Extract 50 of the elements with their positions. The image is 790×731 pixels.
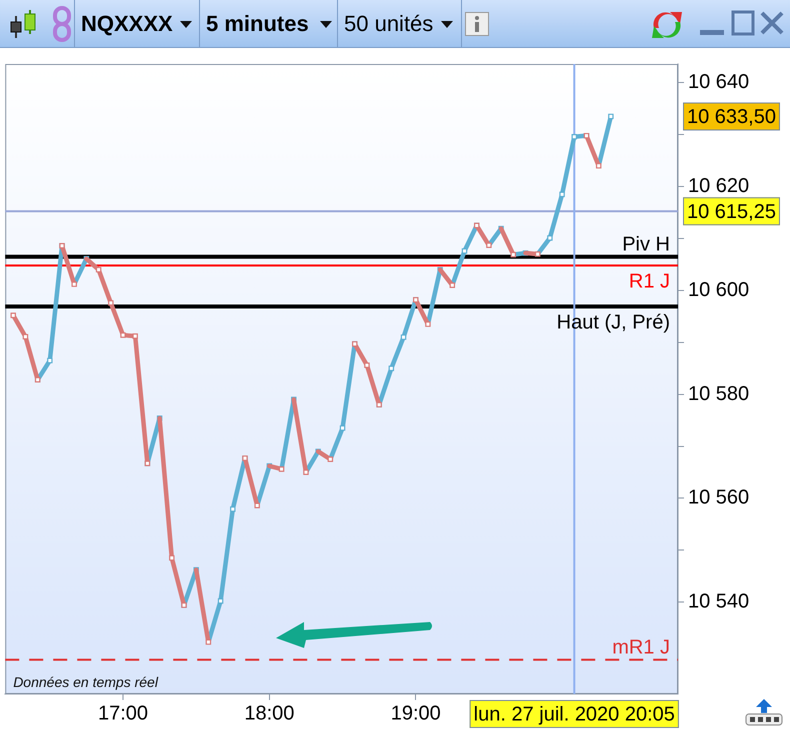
point xyxy=(572,134,577,140)
point xyxy=(450,282,456,288)
ref-line-label: R1 J xyxy=(628,270,670,293)
point xyxy=(486,242,492,248)
point xyxy=(230,506,236,512)
point xyxy=(72,281,77,287)
ref-line-label: Piv H xyxy=(622,234,670,256)
y-tick-label: 10 560 xyxy=(688,486,750,509)
point xyxy=(278,466,284,472)
y-tick-label: 10 540 xyxy=(688,590,750,613)
text: NQXXXX xyxy=(74,0,200,47)
ref-line-label: Haut (J, Pré) xyxy=(556,312,670,334)
point xyxy=(108,300,114,306)
text: 5 minutes xyxy=(200,0,338,47)
y-tick-label: 10 580 xyxy=(688,382,750,405)
x-tick-label: 18:00 xyxy=(244,702,294,725)
point xyxy=(10,312,16,318)
point xyxy=(254,502,260,508)
point xyxy=(22,334,28,340)
point xyxy=(340,425,346,431)
y-tick-label: 10 600 xyxy=(688,278,750,301)
y-tick-label: 10 640 xyxy=(688,71,750,94)
point xyxy=(169,555,175,561)
point xyxy=(328,456,334,462)
point xyxy=(510,252,516,258)
point xyxy=(425,321,431,327)
x-tick-label: 17:00 xyxy=(98,702,148,725)
point xyxy=(400,334,406,340)
annotation: Données en temps réel xyxy=(13,674,159,690)
y-tick-label: 10 620 xyxy=(688,175,750,198)
ref-line-label: 10 615,25 xyxy=(687,200,776,223)
point xyxy=(534,251,540,257)
point xyxy=(218,598,224,604)
point xyxy=(547,235,553,241)
point xyxy=(388,366,394,372)
point xyxy=(132,333,138,339)
point xyxy=(47,358,53,364)
point xyxy=(608,114,614,120)
x-tick-label: 19:00 xyxy=(390,702,441,725)
point xyxy=(559,192,565,198)
point xyxy=(596,163,602,169)
point xyxy=(364,362,370,368)
ref-line-label: mR1 J xyxy=(612,636,670,659)
point xyxy=(120,332,126,338)
ref-line-label: lun. 27 juil. 2020 20:05 xyxy=(474,704,675,726)
point xyxy=(303,470,309,475)
point xyxy=(96,266,102,272)
point xyxy=(206,639,212,645)
text: 50 unités xyxy=(338,0,462,47)
text: 10 633,50 xyxy=(687,106,776,128)
